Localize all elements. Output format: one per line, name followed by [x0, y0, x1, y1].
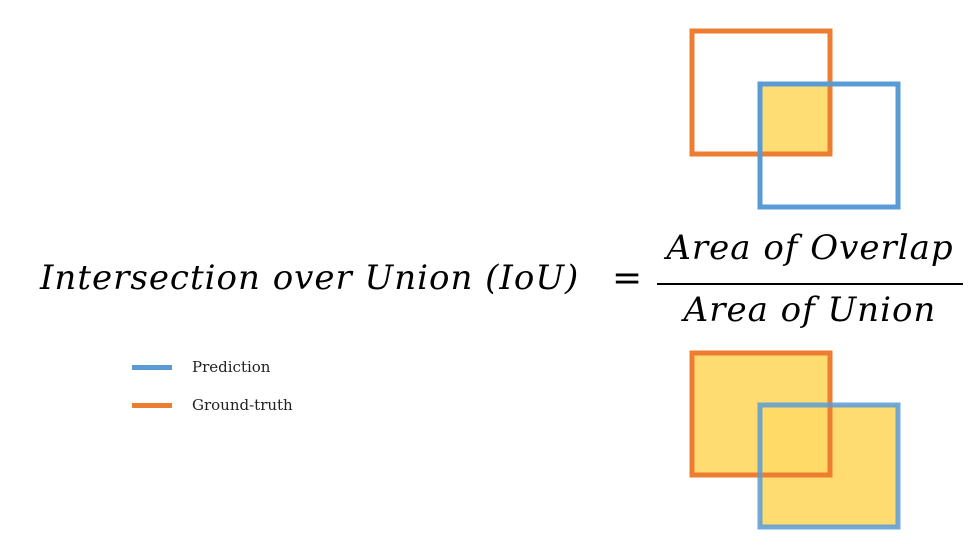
union-illustration: [689, 350, 901, 530]
prediction-box-top: [757, 81, 901, 210]
equals-sign: =: [612, 258, 643, 299]
legend-item-ground-truth: Ground-truth: [132, 393, 293, 417]
prediction-swatch: [132, 364, 172, 370]
fraction-bar: [657, 283, 963, 285]
legend-item-prediction: Prediction: [132, 355, 293, 379]
legend-label-ground-truth: Ground-truth: [192, 396, 293, 414]
overlap-illustration: [689, 28, 901, 210]
formula-numerator: Area of Overlap: [666, 228, 954, 268]
overlap-region: [760, 84, 830, 154]
legend-label-prediction: Prediction: [192, 358, 271, 376]
ground-truth-swatch: [132, 402, 172, 408]
prediction-box-bottom: [757, 402, 901, 530]
legend: Prediction Ground-truth: [132, 355, 293, 431]
formula-denominator: Area of Union: [683, 290, 937, 330]
formula-lhs: Intersection over Union (IoU): [40, 258, 580, 298]
